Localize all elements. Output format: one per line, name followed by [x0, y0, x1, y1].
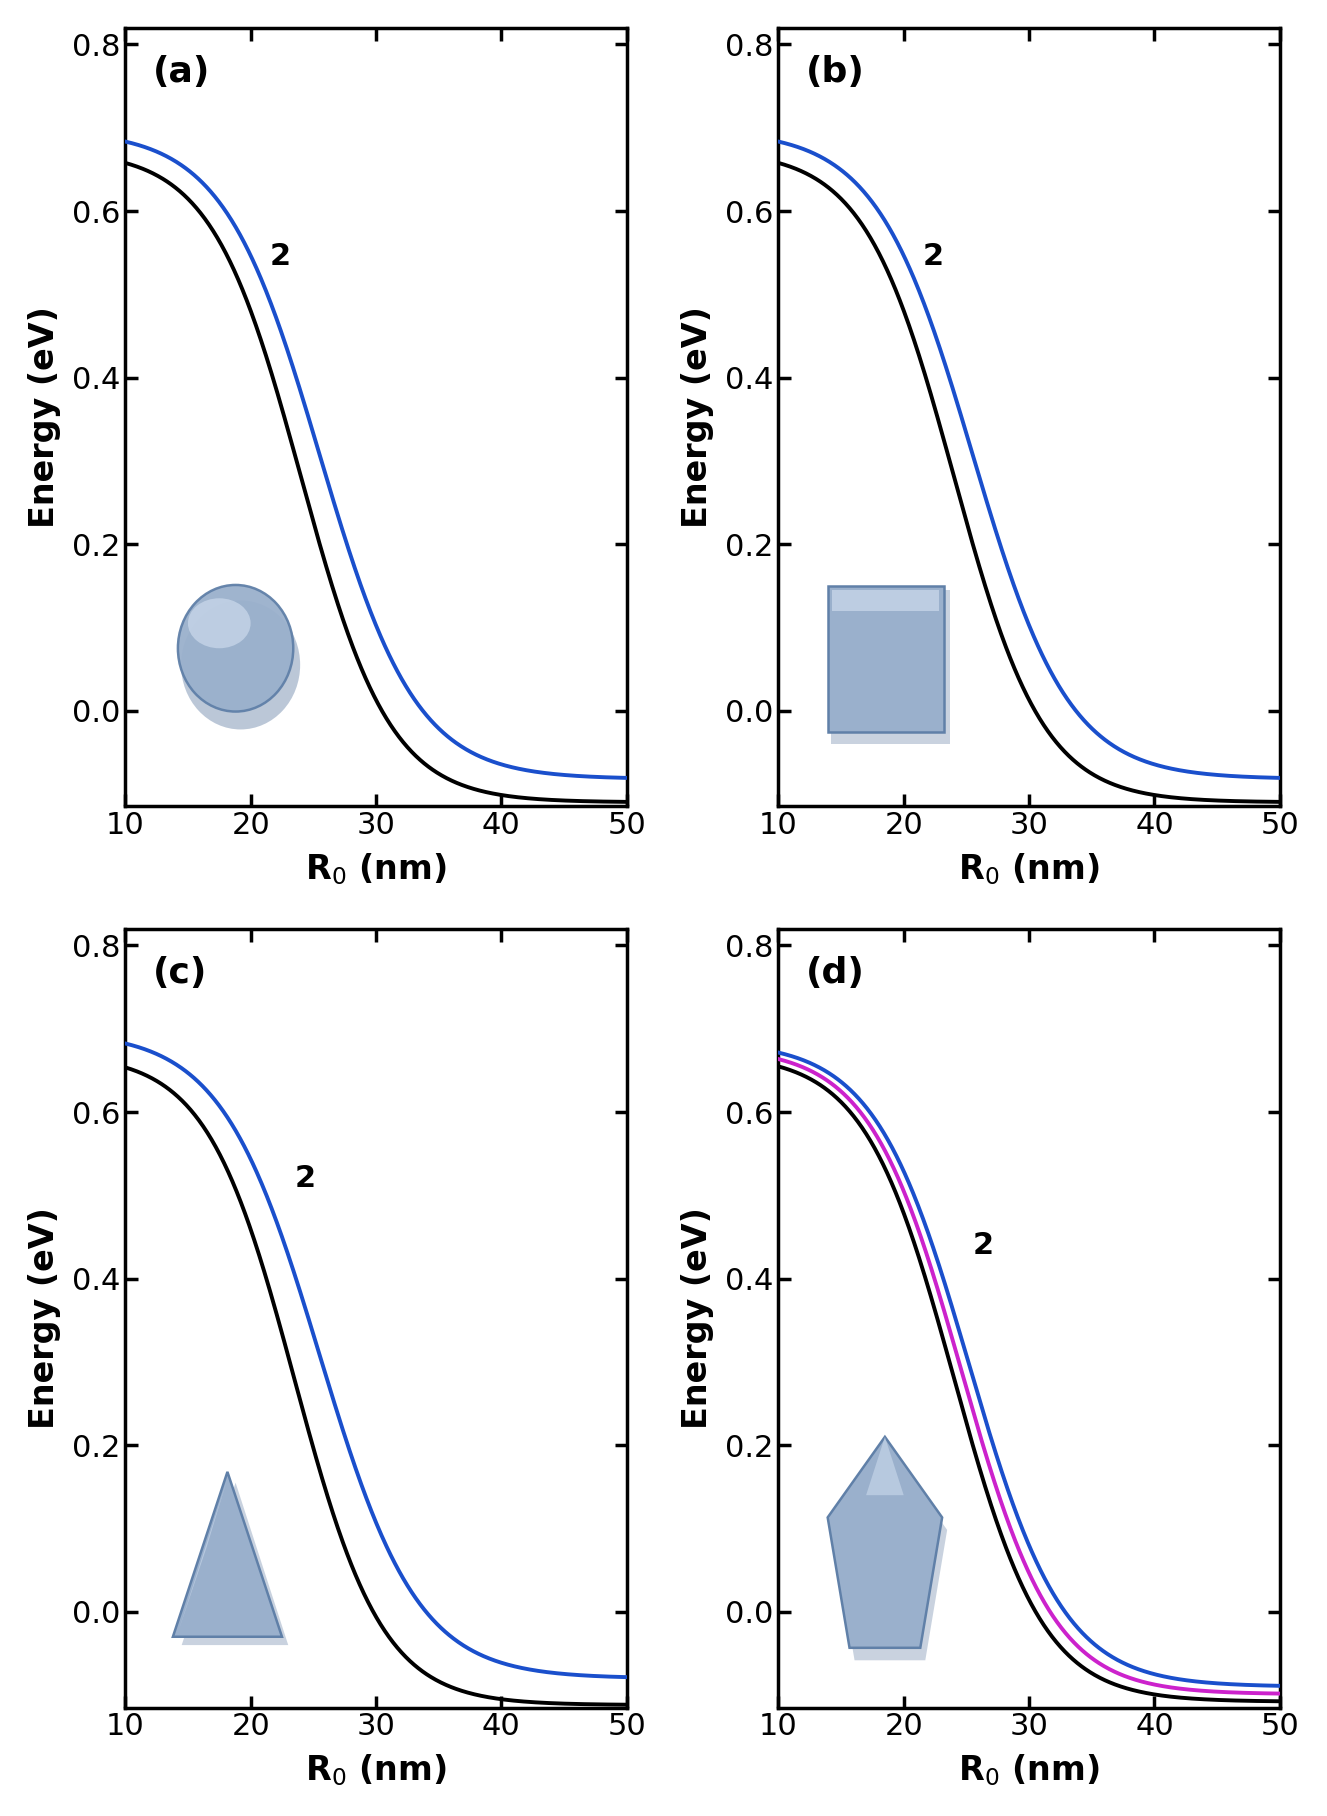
Text: 2: 2 [922, 242, 943, 271]
Y-axis label: Energy (eV): Energy (eV) [28, 1208, 61, 1429]
X-axis label: R$_0$ (nm): R$_0$ (nm) [305, 1752, 447, 1789]
Bar [831, 590, 950, 745]
Ellipse shape [188, 597, 251, 648]
Text: (b): (b) [805, 54, 865, 89]
Ellipse shape [178, 585, 293, 712]
Polygon shape [828, 1436, 942, 1647]
Ellipse shape [180, 601, 300, 730]
Y-axis label: Energy (eV): Energy (eV) [681, 307, 714, 528]
Polygon shape [832, 1449, 947, 1660]
Text: (a): (a) [153, 54, 210, 89]
Y-axis label: Energy (eV): Energy (eV) [681, 1208, 714, 1429]
Bar [828, 587, 943, 732]
Text: 2: 2 [269, 242, 291, 271]
Text: (d): (d) [805, 955, 865, 990]
Text: (c): (c) [153, 955, 207, 990]
X-axis label: R$_0$ (nm): R$_0$ (nm) [305, 852, 447, 888]
Bar [832, 590, 938, 610]
Polygon shape [173, 1471, 281, 1636]
Polygon shape [182, 1482, 288, 1645]
Polygon shape [867, 1436, 904, 1495]
Polygon shape [178, 1478, 227, 1633]
X-axis label: R$_0$ (nm): R$_0$ (nm) [958, 1752, 1100, 1789]
Text: 2: 2 [973, 1231, 994, 1260]
Y-axis label: Energy (eV): Energy (eV) [28, 307, 61, 528]
X-axis label: R$_0$ (nm): R$_0$ (nm) [958, 852, 1100, 888]
Text: 2: 2 [295, 1164, 316, 1193]
